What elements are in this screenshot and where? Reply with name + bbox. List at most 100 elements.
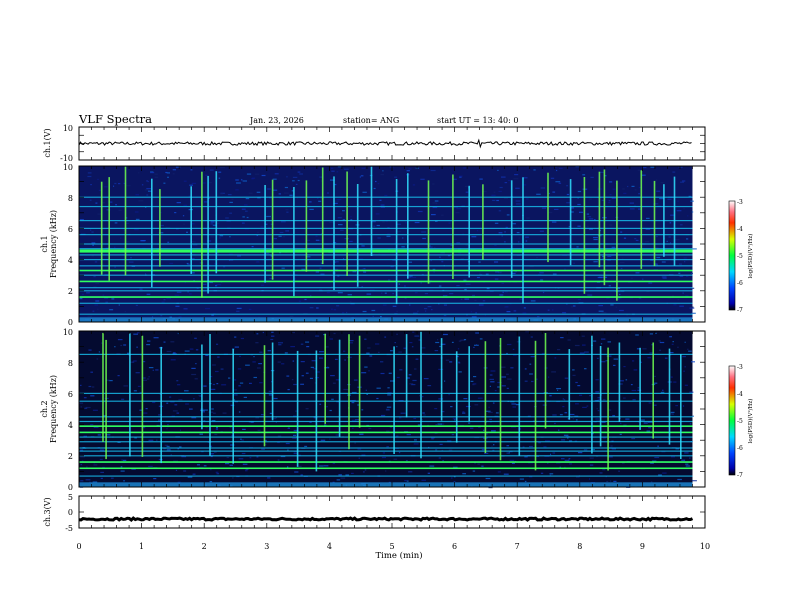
noise-speckle bbox=[526, 166, 530, 168]
noise-speckle bbox=[636, 348, 640, 350]
noise-speckle bbox=[394, 176, 398, 178]
noise-speckle bbox=[117, 441, 121, 443]
noise-speckle bbox=[463, 279, 467, 281]
noise-speckle bbox=[267, 188, 271, 190]
noise-speckle bbox=[146, 344, 151, 346]
ch1-spectrogram-image bbox=[79, 166, 697, 323]
noise-speckle bbox=[430, 260, 432, 262]
noise-speckle bbox=[236, 310, 240, 312]
noise-speckle bbox=[524, 380, 528, 382]
noise-speckle bbox=[586, 225, 589, 227]
noise-speckle bbox=[238, 411, 241, 413]
noise-speckle bbox=[362, 191, 367, 193]
noise-speckle bbox=[166, 449, 171, 451]
noise-speckle bbox=[98, 189, 102, 191]
noise-speckle bbox=[270, 338, 274, 341]
noise-speckle bbox=[257, 367, 261, 369]
noise-speckle bbox=[172, 352, 176, 354]
noise-speckle bbox=[448, 222, 451, 224]
noise-speckle bbox=[670, 413, 673, 415]
noise-speckle bbox=[417, 424, 422, 426]
sferic bbox=[346, 171, 348, 276]
noise-speckle bbox=[456, 355, 459, 358]
noise-speckle bbox=[246, 216, 249, 219]
spectrogram-background bbox=[79, 331, 693, 487]
noise-speckle bbox=[675, 405, 678, 407]
ch3-tick-top: 5 bbox=[68, 493, 73, 502]
noise-speckle bbox=[563, 434, 569, 436]
sferic bbox=[468, 346, 470, 422]
noise-speckle bbox=[287, 466, 289, 468]
noise-speckle bbox=[670, 376, 673, 378]
noise-speckle bbox=[533, 169, 536, 171]
noise-speckle bbox=[684, 366, 686, 368]
noise-speckle bbox=[215, 370, 219, 373]
colorbar-ch2-tick: -4 bbox=[737, 391, 743, 398]
noise-speckle bbox=[184, 350, 190, 352]
noise-speckle bbox=[227, 194, 232, 196]
noise-speckle bbox=[181, 456, 187, 458]
noise-speckle bbox=[232, 348, 235, 350]
noise-speckle bbox=[373, 225, 376, 227]
noise-speckle bbox=[489, 385, 491, 387]
noise-speckle bbox=[541, 207, 546, 209]
noise-speckle bbox=[353, 399, 356, 402]
noise-speckle bbox=[339, 213, 343, 215]
noise-speckle bbox=[522, 312, 527, 314]
transmitter-line bbox=[79, 248, 693, 250]
noise-speckle bbox=[278, 235, 282, 237]
noise-speckle bbox=[97, 213, 102, 215]
noise-speckle bbox=[396, 231, 401, 233]
noise-speckle bbox=[690, 200, 694, 202]
noise-speckle bbox=[564, 268, 566, 270]
noise-speckle bbox=[293, 278, 297, 280]
noise-speckle bbox=[134, 229, 139, 231]
noise-speckle bbox=[406, 170, 410, 172]
noise-speckle bbox=[414, 292, 418, 294]
noise-speckle bbox=[634, 189, 637, 191]
noise-speckle bbox=[161, 301, 165, 303]
noise-speckle bbox=[613, 364, 616, 366]
noise-speckle bbox=[379, 199, 382, 201]
sferic bbox=[484, 341, 487, 454]
noise-speckle bbox=[203, 465, 207, 467]
noise-speckle bbox=[482, 300, 486, 302]
noise-speckle bbox=[131, 468, 136, 470]
noise-speckle bbox=[656, 256, 661, 259]
ch1-spectrogram-ylabel: Frequency (kHz) bbox=[49, 210, 58, 278]
noise-speckle bbox=[182, 215, 185, 217]
noise-speckle bbox=[543, 446, 547, 448]
noise-speckle bbox=[440, 423, 445, 425]
noise-speckle bbox=[230, 444, 235, 446]
noise-speckle bbox=[362, 310, 367, 313]
noise-speckle bbox=[409, 383, 414, 385]
noise-speckle bbox=[169, 262, 174, 264]
noise-speckle bbox=[232, 389, 238, 391]
noise-speckle bbox=[464, 298, 470, 300]
low-frequency-band bbox=[79, 482, 693, 487]
noise-speckle bbox=[537, 316, 540, 318]
noise-speckle bbox=[424, 308, 428, 310]
noise-speckle bbox=[587, 294, 593, 296]
noise-speckle bbox=[199, 466, 204, 468]
noise-speckle bbox=[597, 410, 600, 412]
noise-speckle bbox=[295, 410, 299, 412]
noise-speckle bbox=[670, 214, 675, 216]
noise-speckle bbox=[394, 342, 396, 344]
noise-speckle bbox=[432, 183, 435, 185]
colorbar-ch1-label: log(PSD)(V²/Hz) bbox=[747, 234, 754, 279]
noise-speckle bbox=[597, 397, 601, 399]
noise-speckle bbox=[375, 213, 380, 215]
noise-speckle bbox=[566, 185, 569, 187]
noise-speckle bbox=[221, 384, 227, 386]
transmitter-line-bright bbox=[79, 280, 693, 283]
noise-speckle bbox=[437, 423, 443, 425]
noise-speckle bbox=[219, 235, 224, 237]
sferic bbox=[105, 339, 107, 460]
noise-speckle bbox=[649, 352, 653, 354]
noise-speckle bbox=[619, 309, 624, 312]
noise-speckle bbox=[120, 466, 123, 468]
noise-speckle bbox=[506, 352, 508, 355]
sferic bbox=[663, 184, 665, 257]
noise-speckle bbox=[396, 310, 398, 312]
